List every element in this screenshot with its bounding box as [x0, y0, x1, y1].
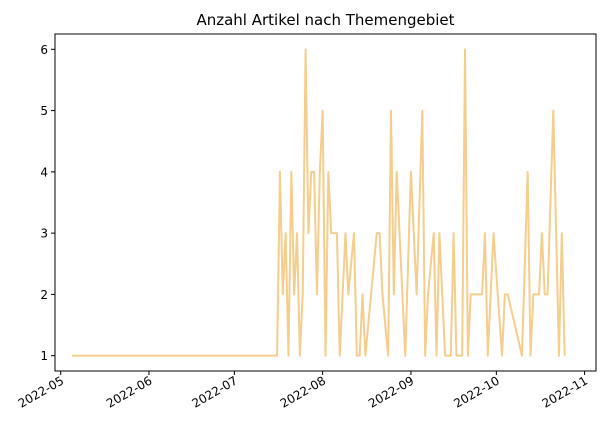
y-tick-label: 2 [40, 288, 48, 302]
x-tick-label: 2022-05 [16, 373, 66, 410]
x-tick-label: 2022-06 [104, 373, 154, 410]
y-tick-label: 4 [40, 165, 48, 179]
x-tick-label: 2022-09 [366, 373, 416, 410]
x-tick-label: 2022-11 [540, 373, 590, 410]
plot-frame [54, 33, 597, 372]
x-tick-label: 2022-07 [189, 373, 239, 410]
y-tick-label: 6 [40, 43, 48, 57]
y-tick-label: 1 [40, 349, 48, 363]
y-tick-label: 5 [40, 104, 48, 118]
series-line [72, 48, 566, 357]
x-tick-label: 2022-10 [451, 373, 501, 410]
plot-area [72, 48, 566, 357]
x-axis: 2022-05 2022-06 2022-07 2022-08 2022-09 2022-… [16, 371, 590, 411]
y-axis: 1 2 3 4 5 6 [40, 43, 55, 363]
y-tick-label: 3 [40, 227, 48, 241]
chart-title: Anzahl Artikel nach Themengebiet [196, 11, 454, 29]
x-tick-label: 2022-08 [278, 373, 328, 410]
